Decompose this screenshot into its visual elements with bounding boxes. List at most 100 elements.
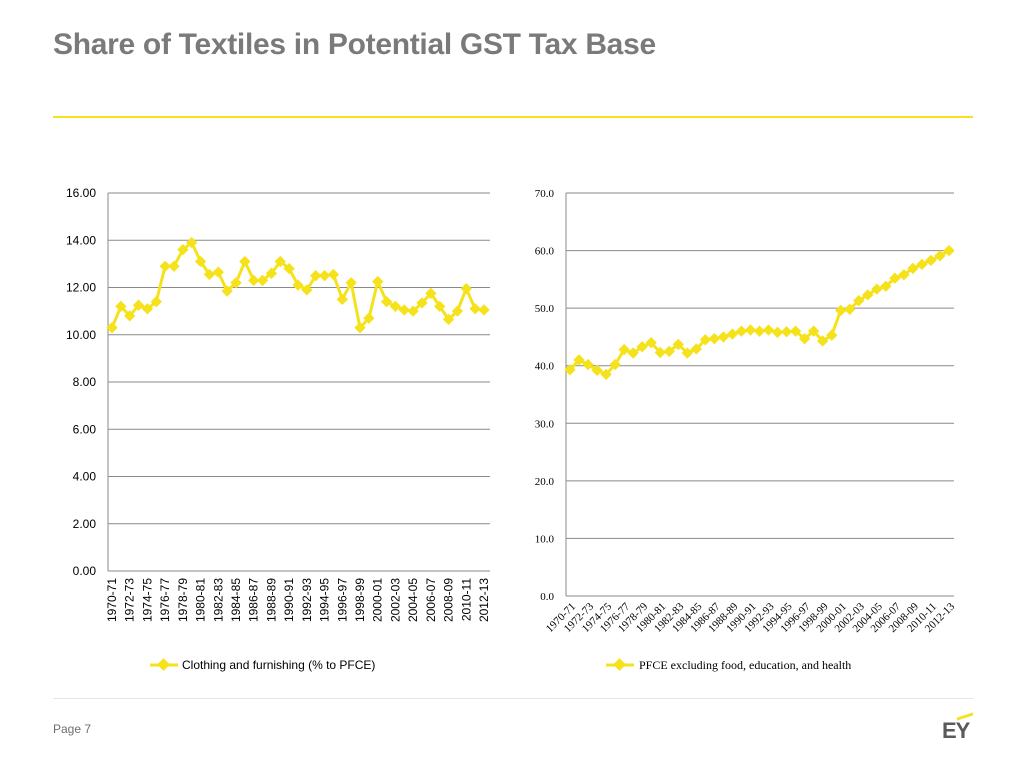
left-x-tick-label: 1990-91 xyxy=(282,578,296,622)
right-y-tick-label: 60.0 xyxy=(535,246,555,258)
right-y-tick-label: 0.0 xyxy=(540,591,554,603)
left-data-point xyxy=(239,255,251,268)
right-legend: PFCE excluding food, education, and heal… xyxy=(606,658,851,672)
left-legend-marker xyxy=(157,658,170,671)
left-data-point xyxy=(265,267,278,279)
left-x-tick-label: 1978-79 xyxy=(176,578,190,622)
left-data-point xyxy=(168,260,180,272)
right-data-point xyxy=(654,346,666,359)
left-data-point xyxy=(212,266,224,278)
right-data-point xyxy=(681,347,693,359)
left-x-tick-label: 1982-83 xyxy=(211,578,225,622)
left-data-point xyxy=(203,268,216,281)
left-data-point xyxy=(221,285,233,297)
left-x-tick-label: 2000-01 xyxy=(371,578,385,622)
right-data-point xyxy=(744,324,757,336)
left-data-point xyxy=(354,322,366,334)
left-x-tick-label: 2012-13 xyxy=(477,578,491,622)
left-data-point xyxy=(451,305,464,317)
left-x-tick-label: 1972-73 xyxy=(123,578,137,622)
right-chart: 70.060.050.040.030.020.010.00.0 1970-711… xyxy=(535,188,958,672)
right-y-tick-label: 70.0 xyxy=(535,188,555,200)
right-data-point xyxy=(817,335,829,347)
left-data-point xyxy=(292,279,304,291)
left-data-point xyxy=(478,304,490,316)
right-data-point xyxy=(645,337,657,349)
left-y-tick-label: 0.00 xyxy=(73,564,97,578)
right-data-point xyxy=(844,303,856,315)
left-y-tick-label: 8.00 xyxy=(73,375,97,389)
left-y-tick-label: 2.00 xyxy=(73,517,97,531)
right-data-point xyxy=(726,328,739,340)
right-data-point xyxy=(871,283,883,295)
right-data-point xyxy=(826,329,838,341)
left-data-point xyxy=(301,284,313,296)
left-x-tick-label: 2008-09 xyxy=(442,578,456,622)
footer-divider xyxy=(53,698,973,699)
right-data-point xyxy=(807,325,820,337)
left-y-tick-label: 6.00 xyxy=(73,422,97,436)
right-data-point xyxy=(934,250,946,262)
left-data-point xyxy=(336,293,348,305)
right-legend-marker xyxy=(613,658,626,671)
left-data-point xyxy=(159,260,171,272)
left-data-point xyxy=(274,255,286,268)
ey-logo: EY xyxy=(942,718,970,743)
left-x-tick-label: 2004-05 xyxy=(406,578,420,622)
left-x-tick-label: 1970-71 xyxy=(105,578,119,622)
right-data-point xyxy=(916,258,928,271)
right-data-point xyxy=(591,364,603,376)
right-data-point xyxy=(753,325,766,337)
right-data-point xyxy=(690,343,702,355)
right-data-point xyxy=(798,332,811,345)
left-x-tick-label: 1998-99 xyxy=(353,578,367,622)
left-data-point xyxy=(372,275,384,288)
left-y-tick-label: 14.00 xyxy=(66,233,96,247)
right-data-point xyxy=(862,289,874,301)
right-data-point xyxy=(853,295,865,307)
left-data-point xyxy=(194,255,207,268)
right-data-point xyxy=(835,304,847,317)
left-data-point xyxy=(177,244,189,256)
left-data-point xyxy=(363,312,375,324)
page-number: Page 7 xyxy=(53,722,92,736)
left-y-tick-label: 16.00 xyxy=(66,186,96,200)
left-data-point xyxy=(345,277,357,289)
left-data-point xyxy=(398,304,410,316)
right-data-point xyxy=(898,269,910,281)
left-y-tick-label: 12.00 xyxy=(66,281,96,295)
left-data-point xyxy=(469,303,481,315)
left-data-point xyxy=(141,303,154,315)
left-x-tick-label: 1974-75 xyxy=(140,578,154,622)
left-x-tick-label: 2010-11 xyxy=(459,578,473,621)
right-data-point xyxy=(717,331,730,343)
title-underline xyxy=(53,116,973,118)
left-data-point xyxy=(460,283,472,295)
left-data-point xyxy=(416,297,428,309)
right-series-line xyxy=(568,249,950,376)
right-y-tick-label: 30.0 xyxy=(535,418,555,430)
right-data-point xyxy=(663,345,675,357)
right-data-point xyxy=(889,272,901,284)
right-data-point xyxy=(880,280,892,292)
left-x-tick-label: 1984-85 xyxy=(229,578,243,622)
right-y-tick-label: 50.0 xyxy=(535,303,555,315)
left-x-tick-label: 1988-89 xyxy=(264,578,278,622)
left-data-point xyxy=(327,268,340,281)
left-data-point xyxy=(186,236,198,249)
right-data-point xyxy=(789,325,802,337)
right-data-point xyxy=(627,347,639,359)
left-data-point xyxy=(380,296,393,308)
left-legend-label: Clothing and furnishing (% to PFCE) xyxy=(182,658,375,672)
right-y-tick-label: 20.0 xyxy=(535,476,555,488)
left-x-tick-label: 2006-07 xyxy=(424,578,438,622)
right-data-point xyxy=(609,358,621,371)
right-data-point xyxy=(925,254,937,267)
right-y-tick-label: 10.0 xyxy=(535,533,555,545)
left-x-tick-label: 1980-81 xyxy=(194,578,208,622)
right-y-tick-label: 40.0 xyxy=(535,361,555,373)
left-data-point xyxy=(425,287,437,300)
left-data-point xyxy=(150,296,162,308)
left-data-point xyxy=(256,274,269,287)
right-data-point xyxy=(573,354,585,366)
